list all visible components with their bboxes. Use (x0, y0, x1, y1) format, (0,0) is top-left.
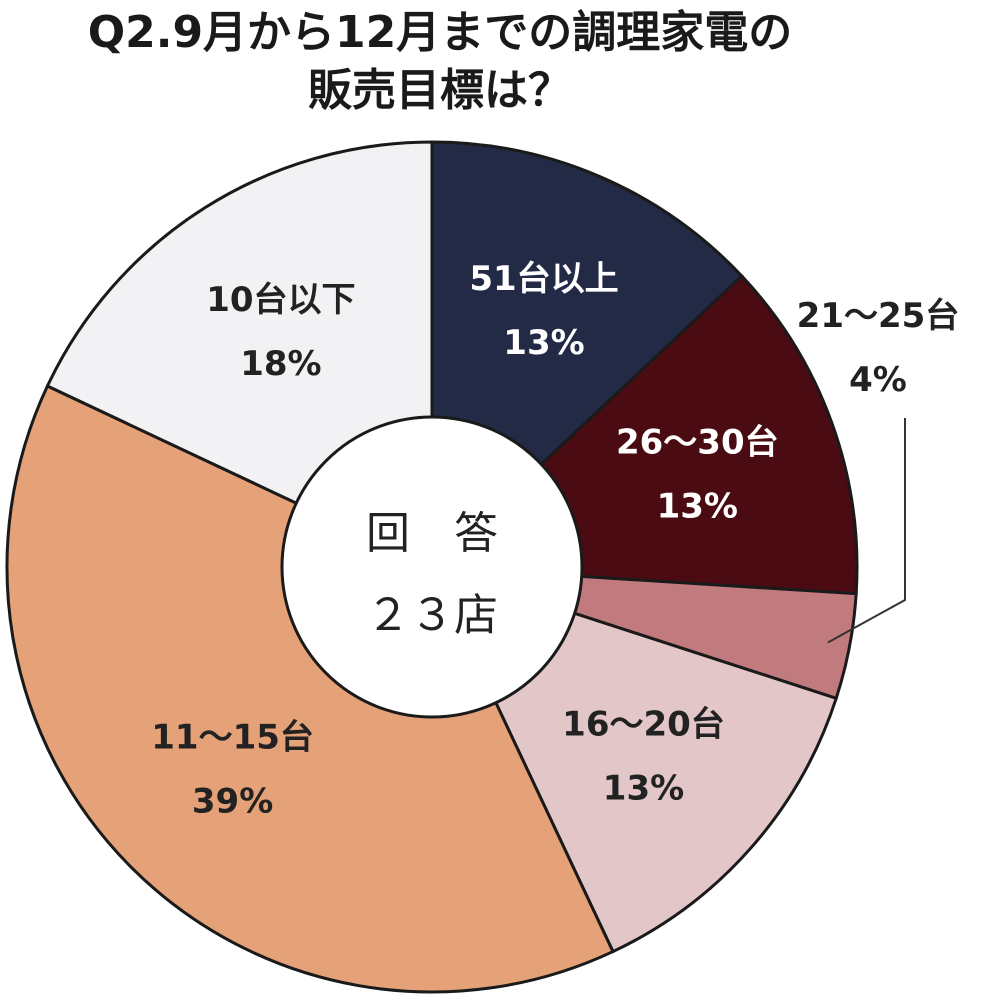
chart-title-line-2: 販売目標は？ (308, 65, 572, 116)
center-label-line-2: ２３店 (366, 590, 498, 641)
slice-value-2: 4% (849, 360, 907, 400)
slice-label-3: 16〜20台 (562, 705, 725, 745)
slice-label-0: 51台以上 (469, 259, 618, 299)
slice-label-2: 21〜25台 (797, 296, 960, 336)
slice-value-5: 18% (240, 344, 321, 384)
slice-value-1: 13% (657, 487, 738, 527)
slice-label-4: 11〜15台 (151, 717, 314, 757)
slice-value-0: 13% (503, 323, 584, 363)
center-hole (280, 415, 584, 719)
slice-value-3: 13% (603, 769, 684, 809)
chart-title: Q2.9月から12月までの調理家電の 販売目標は？ (0, 4, 880, 120)
slice-4 (5, 384, 615, 994)
chart-title-line-1: Q2.9月から12月までの調理家電の (87, 7, 793, 58)
leader-line-2 (827, 418, 906, 644)
labels-layer: 51台以上 13% 26〜30台 13% 21〜25台 4% 16〜20台 13% 11〜15台… (151, 259, 959, 821)
center-label-line-1: 回 答 (366, 508, 498, 559)
slice-label-5: 10台以下 (206, 280, 355, 320)
slice-label-1: 26〜30台 (616, 423, 779, 463)
slice-value-4: 39% (192, 781, 273, 821)
